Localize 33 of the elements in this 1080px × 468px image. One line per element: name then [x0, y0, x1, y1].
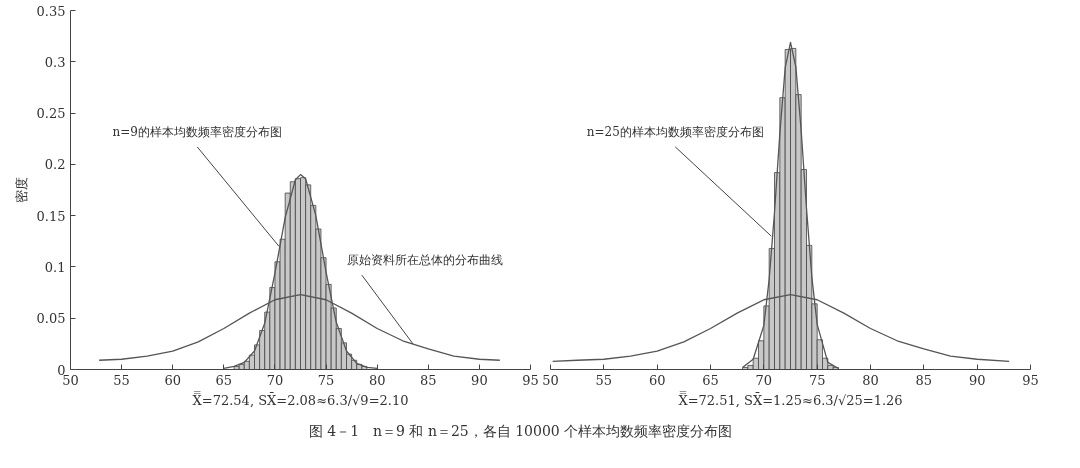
x-tick-label: 80 — [368, 372, 386, 388]
x-tick-label: 85 — [420, 372, 437, 388]
x-tick-label: 65 — [702, 372, 719, 388]
y-axis-title: 密度 — [13, 177, 29, 203]
y-tick-label: 0.1 — [44, 259, 66, 275]
x-tick-label: 55 — [113, 372, 130, 388]
x-tick-label: 90 — [471, 372, 488, 388]
y-tick-label: 0.2 — [44, 157, 66, 173]
text: 图 4－1 n＝9 和 n＝25，各自 10000 个样本均数频率密度分布图 — [308, 422, 733, 439]
x-tick-label: 80 — [862, 372, 879, 388]
x-tick-label: 95 — [522, 372, 539, 388]
x-axis-title: X̿=72.54, SX̄=2.08≈6.3/√9=2.10 — [192, 391, 409, 408]
x-tick-label: 85 — [915, 372, 933, 388]
x-tick-label: 75 — [317, 372, 335, 388]
y-tick-label: 0.15 — [36, 208, 66, 224]
y-tick-label: 0.25 — [36, 106, 66, 122]
annotation: n=25的样本均数频率密度分布图 — [586, 124, 764, 139]
annotation: n=9的样本均数频率密度分布图 — [112, 124, 282, 139]
x-tick-label: 55 — [595, 372, 613, 388]
x-tick-label: 75 — [808, 372, 826, 388]
x-tick-label: 65 — [215, 372, 233, 388]
x-tick-label: 50 — [542, 372, 559, 388]
x-tick-label: 60 — [648, 372, 666, 388]
x-tick-label: 90 — [968, 372, 986, 388]
annotation: 原始资料所在总体的分布曲线 — [346, 252, 503, 267]
x-tick-label: 70 — [266, 372, 284, 388]
y-tick-label: 0.35 — [36, 3, 66, 19]
x-tick-label: 60 — [164, 372, 181, 388]
y-tick-label: 0.05 — [36, 311, 66, 327]
x-tick-label: 70 — [755, 372, 773, 388]
x-axis-title: X̿=72.51, SX̄=1.25≈6.3/√25=1.26 — [678, 391, 903, 408]
x-tick-label: 95 — [1022, 372, 1039, 388]
y-tick-label: 0.3 — [44, 54, 66, 70]
